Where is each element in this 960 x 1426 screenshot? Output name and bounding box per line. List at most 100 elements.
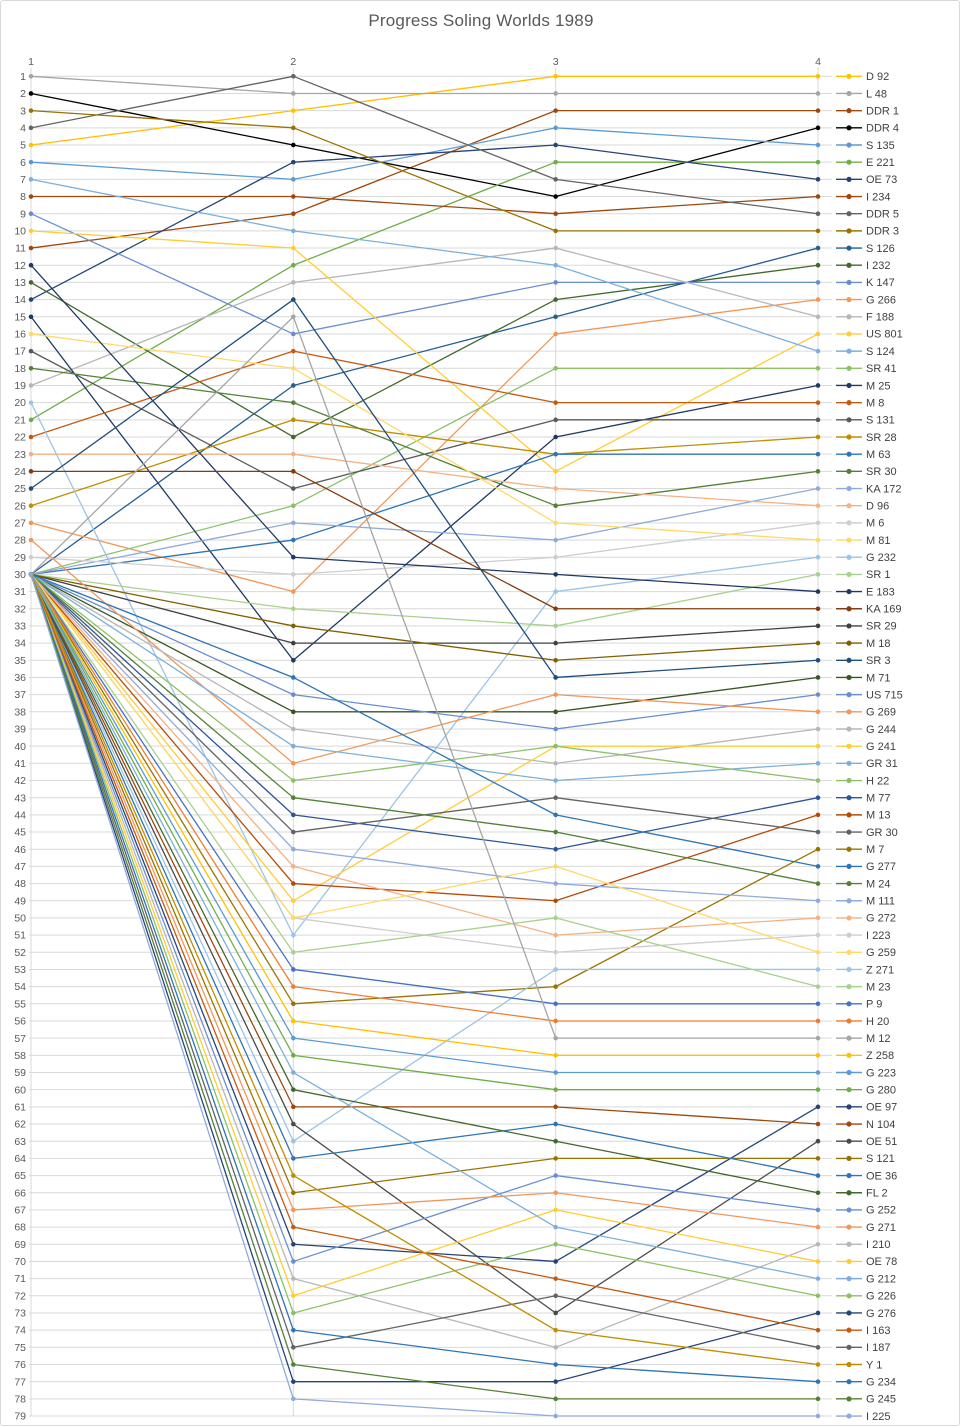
legend-label-E-221: E 221 (866, 157, 895, 169)
y-axis-tick-label: 30 (14, 569, 26, 581)
series-marker-S-124 (553, 262, 558, 268)
series-marker-GR-31 (291, 743, 296, 749)
series-marker-M-71 (815, 675, 821, 680)
series-marker-E-221 (553, 159, 558, 165)
series-marker-DDR-5 (291, 74, 296, 79)
legend-swatch-marker-D-92 (846, 73, 852, 79)
legend-swatch-marker-M-24 (846, 880, 852, 887)
y-axis-tick-label: 45 (14, 827, 26, 839)
series-marker-OE-73 (28, 297, 34, 302)
y-axis-tick-label: 34 (14, 638, 26, 650)
series-marker-M-71 (553, 709, 558, 715)
legend-swatch-marker-F-188 (846, 314, 852, 320)
series-marker-SR-3 (815, 657, 821, 663)
series-marker-OE-97 (291, 1241, 296, 1247)
y-axis-tick-label: 61 (14, 1101, 26, 1113)
series-marker-DDR-1 (553, 108, 558, 113)
series-marker-OE-97 (815, 1104, 821, 1110)
series-line-K-147 (30, 213, 818, 335)
series-marker-Y-1 (553, 1327, 558, 1333)
legend-swatch-marker-L-48 (846, 90, 852, 97)
legend-swatch-marker-G-212 (846, 1276, 852, 1282)
series-marker-M-13 (291, 881, 296, 886)
series-line-P-9 (30, 574, 818, 1005)
legend-swatch-marker-H-20 (846, 1018, 852, 1024)
legend-swatch-marker-G-259 (846, 949, 852, 955)
y-axis-tick-label: 60 (14, 1084, 26, 1096)
legend-swatch-marker-Z-271 (846, 966, 852, 973)
series-marker-SR-30 (553, 503, 558, 509)
y-axis-tick-label: 8 (20, 191, 26, 203)
y-axis-tick-label: 72 (14, 1290, 26, 1302)
series-marker-G-252 (815, 1207, 821, 1213)
y-axis-tick-label: 47 (14, 861, 26, 873)
series-marker-D-92 (553, 74, 558, 79)
series-marker-G-280 (553, 1087, 558, 1092)
legend-swatch-marker-M-25 (846, 382, 852, 389)
series-marker-D-92 (815, 74, 821, 79)
legend-swatch-marker-H-22 (846, 777, 852, 784)
series-marker-S-124 (28, 177, 34, 182)
series-marker-OE-51 (553, 1310, 558, 1316)
series-marker-G-280 (815, 1087, 821, 1092)
legend-swatch-marker-Z-258 (846, 1052, 852, 1058)
series-marker-M-7 (815, 846, 821, 852)
series-marker-I-163 (291, 1224, 296, 1230)
series-line-M-24 (30, 573, 819, 885)
series-marker-US-801 (553, 469, 558, 474)
series-marker-DDR-4 (291, 142, 296, 148)
y-axis-tick-label: 1 (20, 71, 26, 83)
series-marker-US-801 (28, 228, 34, 234)
series-marker-E-183 (291, 554, 296, 560)
series-marker-S-131 (553, 417, 558, 423)
legend-label-M-77: M 77 (866, 792, 890, 804)
series-marker-S-121 (291, 1190, 296, 1196)
legend-label-S-126: S 126 (866, 243, 895, 255)
series-marker-OE-73 (815, 177, 821, 182)
legend-swatch-marker-SR-30 (846, 468, 852, 474)
series-marker-SR-30 (815, 469, 821, 474)
legend-swatch-marker-P-9 (846, 1001, 852, 1007)
series-marker-P-9 (291, 967, 296, 972)
y-axis-tick-label: 38 (14, 706, 26, 718)
legend-swatch-marker-M-12 (846, 1035, 852, 1041)
series-marker-D-96 (553, 486, 558, 491)
series-marker-M-81 (815, 537, 821, 543)
y-axis-tick-label: 55 (14, 998, 26, 1010)
series-marker-E-221 (28, 417, 34, 423)
series-marker-OE-73 (553, 142, 558, 148)
y-axis-tick-label: 32 (14, 603, 26, 615)
series-line-G-212 (30, 574, 819, 1280)
series-marker-KA-169 (291, 469, 296, 474)
series-marker-H-22 (291, 778, 296, 783)
x-axis-tick-label: 2 (290, 56, 296, 68)
series-line-Z-258 (30, 574, 818, 1056)
series-line-D-96 (31, 453, 819, 507)
series-line-M-81 (30, 333, 819, 541)
series-marker-G-269 (291, 761, 296, 766)
series-marker-D-96 (815, 503, 821, 509)
series-line-E-183 (30, 264, 819, 593)
legend-swatch-marker-SR-29 (846, 623, 852, 629)
series-marker-M-12 (553, 1035, 558, 1041)
series-marker-DDR-4 (815, 125, 821, 131)
series-marker-G-277 (291, 675, 296, 680)
series-marker-SR-41 (815, 365, 821, 371)
y-axis-tick-label: 20 (14, 397, 26, 409)
series-marker-E-221 (291, 262, 296, 268)
legend-label-Z-271: Z 271 (866, 964, 894, 976)
series-marker-D-92 (291, 108, 296, 113)
series-line-S-121 (30, 574, 818, 1194)
legend-label-M-24: M 24 (866, 878, 890, 890)
series-marker-G-212 (291, 1070, 296, 1075)
series-marker-S-131 (815, 417, 821, 423)
legend-swatch-marker-G-269 (846, 709, 852, 715)
series-marker-G-244 (815, 726, 821, 732)
series-marker-DDR-4 (28, 91, 34, 96)
legend-swatch-marker-I-187 (846, 1344, 852, 1350)
legend-swatch-marker-M-18 (846, 640, 852, 646)
legend-swatch-marker-S-135 (846, 142, 852, 148)
legend-label-I-225: I 225 (866, 1411, 890, 1423)
series-marker-G-277 (553, 812, 558, 818)
series-line-KA-169 (31, 470, 818, 610)
